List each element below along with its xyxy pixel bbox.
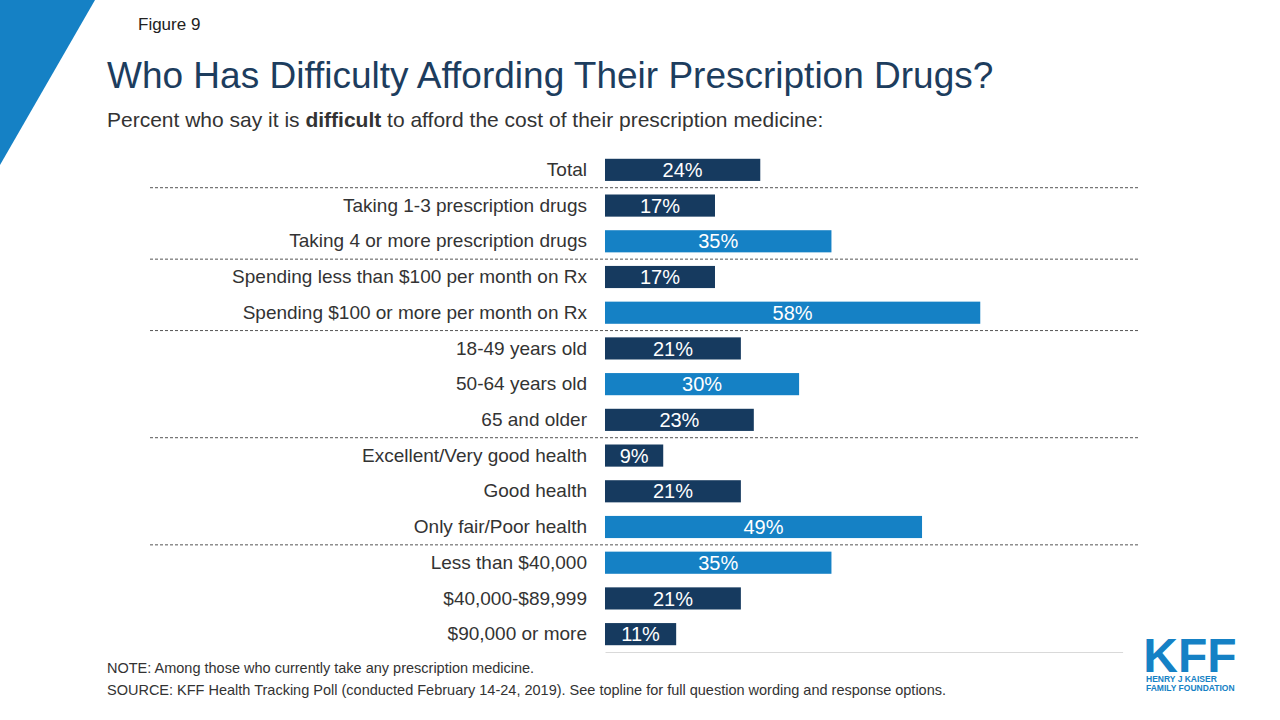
category-label: Excellent/Very good health xyxy=(362,445,587,466)
data-label: 17% xyxy=(640,195,680,217)
y-tick: Good health xyxy=(483,480,605,501)
title: Who Has Difficulty Affording Their Presc… xyxy=(107,55,993,96)
bar xyxy=(605,195,715,217)
y-tick: $40,000-$89,999 xyxy=(443,588,605,609)
corner-decoration xyxy=(0,0,95,165)
group-separator xyxy=(150,330,1140,331)
group-separator xyxy=(150,544,1140,545)
y-tick: 65 and older xyxy=(481,409,605,430)
bar xyxy=(605,337,741,359)
category-label: $90,000 or more xyxy=(448,623,587,644)
y-tick: Taking 4 or more prescription drugs xyxy=(289,230,605,251)
bar xyxy=(605,445,663,467)
bar xyxy=(605,159,760,181)
bar xyxy=(605,373,799,395)
chart-container: Figure 9 Who Has Difficulty Affording The… xyxy=(0,0,1280,720)
data-label: 11% xyxy=(621,623,660,645)
category-label: Total xyxy=(547,159,587,180)
category-label: Less than $40,000 xyxy=(431,552,587,573)
bar xyxy=(605,302,980,324)
data-label: 17% xyxy=(640,266,680,288)
category-label: $40,000-$89,999 xyxy=(443,588,587,609)
group-separator xyxy=(150,437,1140,438)
bar xyxy=(605,266,715,288)
bar xyxy=(605,587,741,609)
y-tick: Spending $100 or more per month on Rx xyxy=(243,302,605,323)
y-axis: Total Taking 1-3 prescription drugs Taking… xyxy=(232,153,605,653)
x-axis-line xyxy=(606,652,1124,653)
data-label: 30% xyxy=(682,373,722,395)
x-axis xyxy=(606,652,1124,653)
data-label: 58% xyxy=(773,302,813,324)
y-tick: Spending less than $100 per month on Rx xyxy=(232,266,605,287)
logo-text: FAMILY FOUNDATION xyxy=(1146,683,1235,693)
bar xyxy=(605,230,831,252)
category-label: 18-49 years old xyxy=(456,338,587,359)
subtitle-part: difficult xyxy=(305,108,381,131)
data-label: 35% xyxy=(698,230,738,252)
y-tick: Excellent/Very good health xyxy=(362,445,605,466)
notes: NOTE: Among those who currently take any… xyxy=(107,660,946,698)
y-tick: Total xyxy=(547,159,605,180)
separators xyxy=(150,188,1140,545)
data-labels: 24%17%35%17%58%21%30%23%9%21%49%35%21%11… xyxy=(620,159,813,645)
data-label: 21% xyxy=(653,338,693,360)
category-label: Good health xyxy=(483,480,587,501)
bar xyxy=(605,480,741,502)
y-axis-line xyxy=(605,153,606,653)
y-tick: 50-64 years old xyxy=(456,373,605,394)
y-tick: $90,000 or more xyxy=(448,623,605,644)
subtitle: Percent who say it is difficult to affor… xyxy=(107,108,823,131)
group-separator xyxy=(150,259,1140,260)
data-label: 21% xyxy=(653,588,693,610)
data-label: 49% xyxy=(743,516,783,538)
y-tick: Only fair/Poor health xyxy=(414,516,605,537)
logo: KFFHENRY J KAISERFAMILY FOUNDATION xyxy=(1143,629,1236,693)
note: NOTE: Among those who currently take any… xyxy=(107,660,534,676)
data-label: 35% xyxy=(698,552,738,574)
category-label: Spending $100 or more per month on Rx xyxy=(243,302,588,323)
category-label: Taking 4 or more prescription drugs xyxy=(289,230,587,251)
y-tick: 18-49 years old xyxy=(456,338,605,359)
y-tick: Less than $40,000 xyxy=(431,552,605,573)
group-separator xyxy=(150,187,1140,188)
subtitle-part: to afford the cost of their prescription… xyxy=(381,108,823,131)
bar xyxy=(605,623,676,645)
category-label: Spending less than $100 per month on Rx xyxy=(232,266,587,287)
data-label: 21% xyxy=(653,480,693,502)
category-label: 50-64 years old xyxy=(456,373,587,394)
bars xyxy=(605,159,980,645)
chart-svg: Figure 9 Who Has Difficulty Affording The… xyxy=(0,0,1280,720)
note: SOURCE: KFF Health Tracking Poll (conduc… xyxy=(107,682,946,698)
data-label: 24% xyxy=(663,159,703,181)
category-label: Taking 1-3 prescription drugs xyxy=(343,195,587,216)
data-label: 9% xyxy=(620,445,649,467)
bar xyxy=(605,409,754,431)
category-label: Only fair/Poor health xyxy=(414,516,587,537)
figure-label: Figure 9 xyxy=(138,15,200,34)
bar xyxy=(605,552,831,574)
y-tick: Taking 1-3 prescription drugs xyxy=(343,195,605,216)
bar xyxy=(605,516,922,538)
data-label: 23% xyxy=(659,409,699,431)
category-label: 65 and older xyxy=(481,409,587,430)
subtitle-part: Percent who say it is xyxy=(107,108,305,131)
